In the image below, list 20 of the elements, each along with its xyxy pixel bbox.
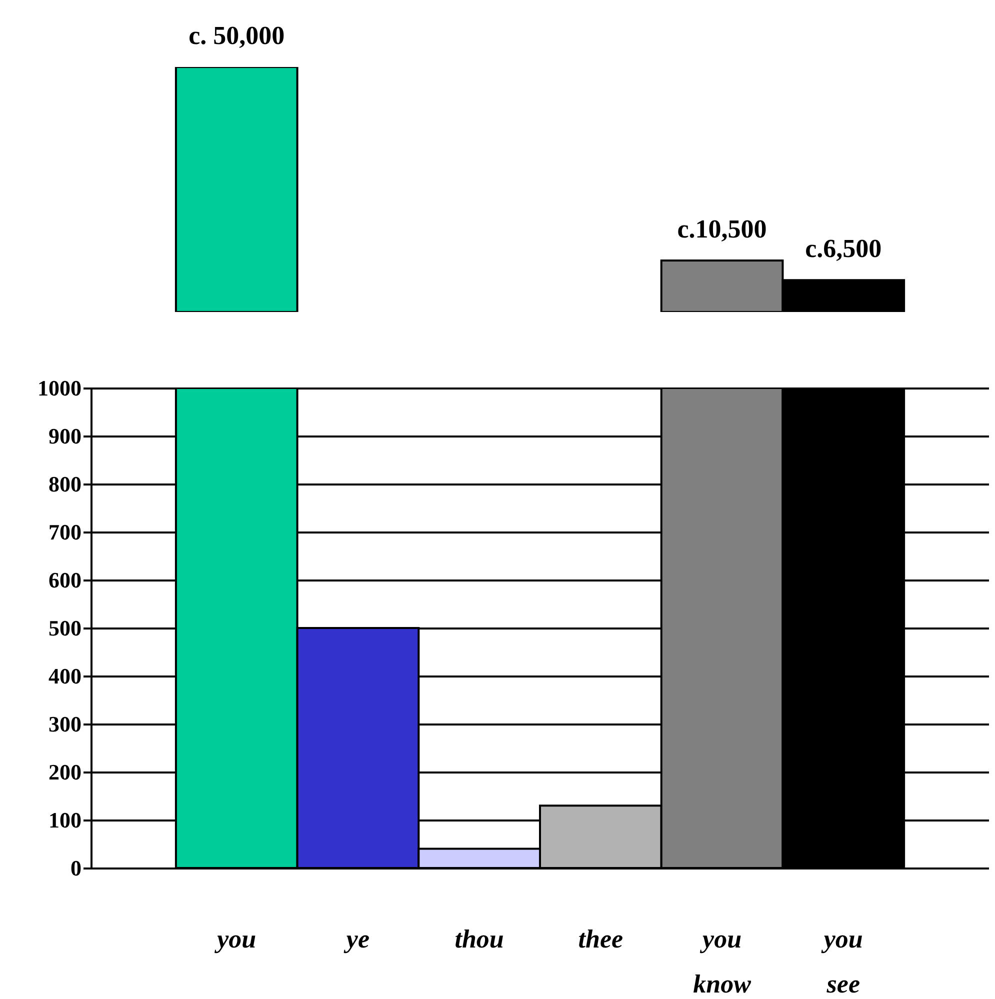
y-tick-label: 0 (70, 856, 82, 880)
y-tick-label: 500 (48, 616, 82, 640)
y-tick-label: 600 (48, 568, 82, 592)
x-tick-label: ye (343, 924, 370, 954)
y-tick-label: 1000 (38, 376, 82, 400)
x-tick-label: thee (578, 924, 624, 954)
y-tick-label: 700 (48, 520, 82, 544)
y-tick-label: 900 (48, 424, 82, 448)
data-label: c.10,500 (677, 214, 767, 244)
y-tick-label: 400 (48, 664, 82, 688)
y-tick-label: 300 (48, 712, 82, 736)
data-label: c.6,500 (805, 234, 882, 264)
x-tick-label: you (214, 924, 256, 954)
x-tick-label: you see (820, 924, 863, 998)
y-tick-label: 100 (48, 808, 82, 832)
data-label: c. 50,000 (188, 21, 285, 50)
y-tick-label: 800 (48, 472, 82, 496)
x-tick-label: thou (454, 924, 504, 954)
y-tick-label: 200 (48, 760, 82, 784)
x-tick-label: you know (693, 924, 752, 998)
